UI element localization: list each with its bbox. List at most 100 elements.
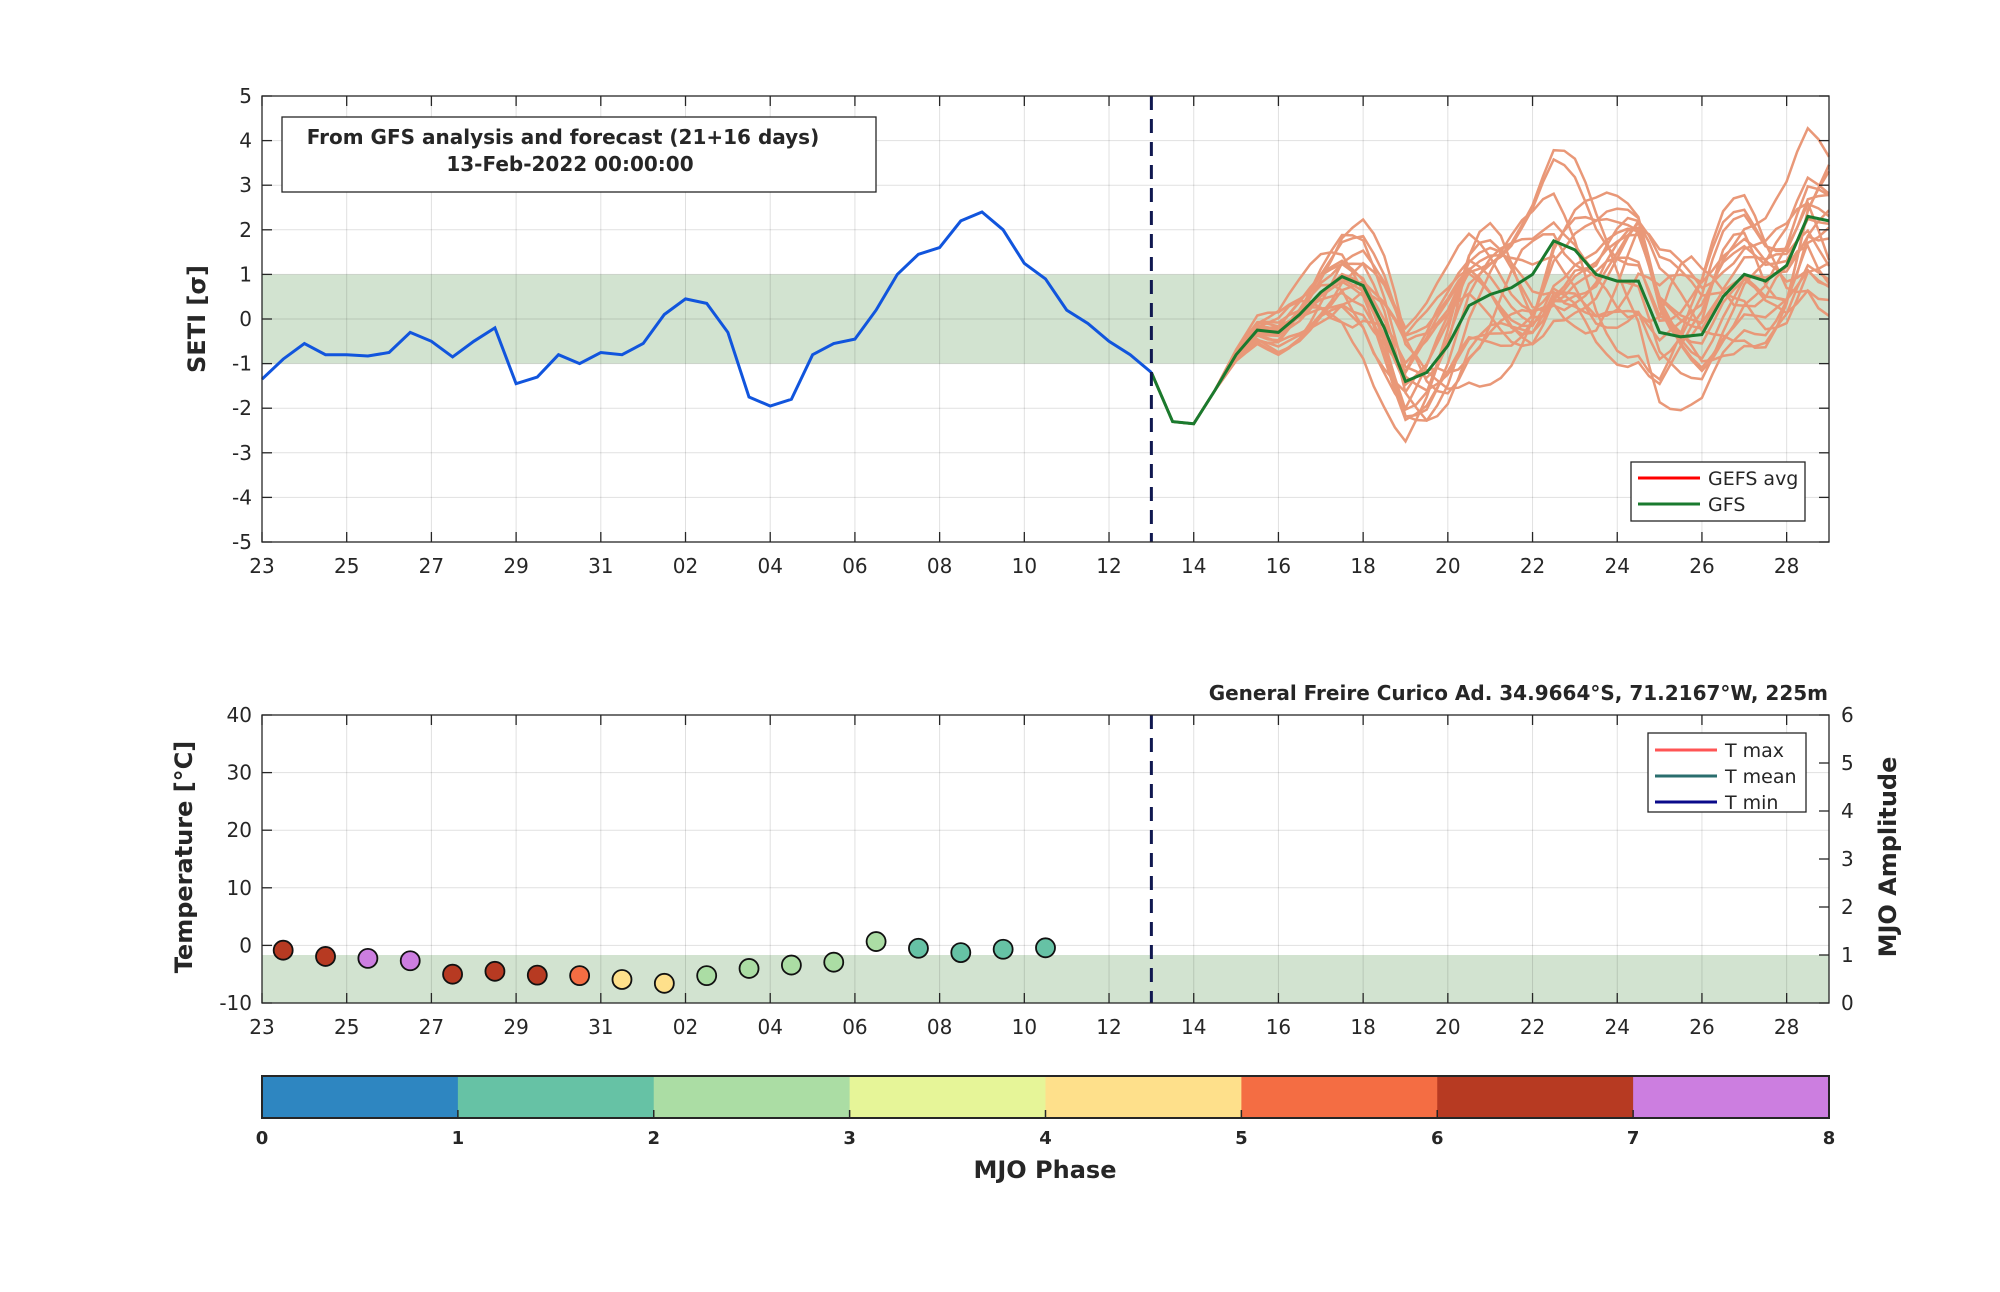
mjo-point xyxy=(526,964,548,986)
x-tick-label: 25 xyxy=(334,1015,359,1039)
x-tick-label: 28 xyxy=(1774,554,1799,578)
mjo-point xyxy=(780,954,802,976)
legend-tmean-label: T mean xyxy=(1724,766,1797,788)
mjo-point xyxy=(1035,937,1056,959)
mjo-points xyxy=(272,931,1056,994)
x-tick-label: 12 xyxy=(1096,1015,1121,1039)
x-tick-label: 08 xyxy=(927,554,952,578)
mjo-point xyxy=(442,963,463,985)
y-tick-label: 0 xyxy=(239,307,252,331)
colorbar-tick-label: 1 xyxy=(452,1128,465,1149)
temperature-axis-label: Temperature [°C] xyxy=(170,741,198,974)
y-tick-label: -3 xyxy=(232,441,252,465)
gefs-member-line xyxy=(1150,218,1830,426)
y-tick-label: 0 xyxy=(239,933,252,957)
y-tick-label: 10 xyxy=(227,876,252,900)
mjo-point xyxy=(653,972,675,994)
legend-tmax-label: T max xyxy=(1724,740,1784,762)
x-tick-label: 22 xyxy=(1520,554,1545,578)
y-tick-label: -2 xyxy=(232,396,252,420)
y-tick-label: 2 xyxy=(239,218,252,242)
x-tick-label: 14 xyxy=(1181,554,1206,578)
colorbar-segment xyxy=(653,1076,851,1118)
x-tick-label: 27 xyxy=(419,1015,444,1039)
x-tick-label: 10 xyxy=(1012,1015,1037,1039)
gefs-member-line xyxy=(1150,170,1831,426)
bottom-mjo-chart: 23 25 27 29 31 02 04 06 08 10 12 14 16 18 20 22 24 26 28-1… xyxy=(170,681,1902,1039)
x-tick-label: 24 xyxy=(1605,554,1630,578)
legend-gfs-label: GFS xyxy=(1708,494,1745,516)
mjo-point xyxy=(865,931,887,952)
y-tick-label: 3 xyxy=(239,173,252,197)
mjo-point xyxy=(357,947,379,969)
mjo-phase-colorbar: 0 1 2 3 4 5 6 7 8 MJO Phase xyxy=(256,1075,1836,1184)
x-tick-label: 23 xyxy=(249,554,274,578)
analysis-line xyxy=(260,210,1153,408)
colorbar-segment xyxy=(1437,1076,1634,1118)
mjo-point xyxy=(484,960,506,982)
gefs-member-line xyxy=(1150,192,1830,426)
info-box-line1: From GFS analysis and forecast (21+16 da… xyxy=(307,125,819,149)
mjo-point xyxy=(315,946,336,967)
x-tick-label: 16 xyxy=(1266,554,1291,578)
x-tick-label: 31 xyxy=(588,1015,613,1039)
legend-gefs-label: GEFS avg xyxy=(1708,468,1798,490)
x-tick-label: 26 xyxy=(1689,1015,1714,1039)
y-tick-label: 30 xyxy=(227,761,252,785)
y-tick-right-label: 4 xyxy=(1841,799,1854,823)
colorbar-segment xyxy=(849,1076,1046,1118)
colorbar-ticks: 0 1 2 3 4 5 6 7 8 xyxy=(256,1110,1836,1149)
y-tick-right-label: 0 xyxy=(1841,991,1854,1015)
y-tick-label: 5 xyxy=(239,84,252,108)
x-tick-label: 31 xyxy=(588,554,613,578)
x-tick-label: 29 xyxy=(503,554,528,578)
y-tick-label: -4 xyxy=(232,485,252,509)
colorbar-tick-label: 3 xyxy=(843,1128,856,1149)
x-tick-label: 20 xyxy=(1435,554,1460,578)
bottom-axis-ticks: 23 25 27 29 31 02 04 06 08 10 12 14 16 18 20 22 24 26 28-1… xyxy=(219,703,1853,1039)
colorbar-segments xyxy=(262,1076,1830,1118)
colorbar-tick-label: 6 xyxy=(1431,1128,1444,1149)
amplitude-normal-band xyxy=(262,955,1829,1003)
top-axis-ticks: 23 25 27 29 31 02 04 06 08 10 12 14 16 18 20 22 24 26 28-5… xyxy=(232,84,1829,578)
x-tick-label: 25 xyxy=(334,554,359,578)
x-tick-label: 28 xyxy=(1774,1015,1799,1039)
top-y-axis-label: SETI [σ] xyxy=(183,265,211,373)
info-box: From GFS analysis and forecast (21+16 da… xyxy=(281,116,877,193)
colorbar-segment xyxy=(457,1076,655,1118)
colorbar-tick-label: 8 xyxy=(1823,1128,1836,1149)
mjo-amplitude-axis-label: MJO Amplitude xyxy=(1874,757,1902,958)
station-title: General Freire Curico Ad. 34.9664°S, 71.… xyxy=(1209,681,1828,705)
y-tick-right-label: 5 xyxy=(1841,751,1854,775)
y-tick-label: 40 xyxy=(227,703,252,727)
mjo-point xyxy=(272,939,294,961)
y-tick-label: -5 xyxy=(232,530,252,554)
colorbar-tick-label: 2 xyxy=(647,1128,660,1149)
gefs-member-line xyxy=(1150,228,1831,426)
y-tick-right-label: 2 xyxy=(1841,895,1854,919)
x-tick-label: 02 xyxy=(673,1015,698,1039)
mjo-point xyxy=(908,937,929,959)
gfs-line xyxy=(1150,214,1830,426)
x-tick-label: 23 xyxy=(249,1015,274,1039)
top-legend: GEFS avg GFS xyxy=(1630,461,1806,522)
y-tick-label: -1 xyxy=(232,352,252,376)
x-tick-label: 04 xyxy=(757,1015,782,1039)
mjo-point xyxy=(950,942,972,963)
colorbar-segment xyxy=(262,1076,459,1118)
colorbar-tick-label: 0 xyxy=(256,1128,269,1149)
x-tick-label: 14 xyxy=(1181,1015,1206,1039)
colorbar-segment xyxy=(1241,1076,1438,1118)
x-tick-label: 06 xyxy=(842,554,867,578)
mjo-point xyxy=(569,965,591,987)
x-tick-label: 04 xyxy=(757,554,782,578)
colorbar-segment xyxy=(1633,1076,1830,1118)
x-tick-label: 27 xyxy=(419,554,444,578)
colorbar-label: MJO Phase xyxy=(973,1156,1116,1184)
seti-label-text: SETI [σ] xyxy=(183,265,211,373)
x-tick-label: 24 xyxy=(1605,1015,1630,1039)
mjo-point xyxy=(611,969,633,990)
y-tick-label: 1 xyxy=(239,262,252,286)
x-tick-label: 10 xyxy=(1012,554,1037,578)
